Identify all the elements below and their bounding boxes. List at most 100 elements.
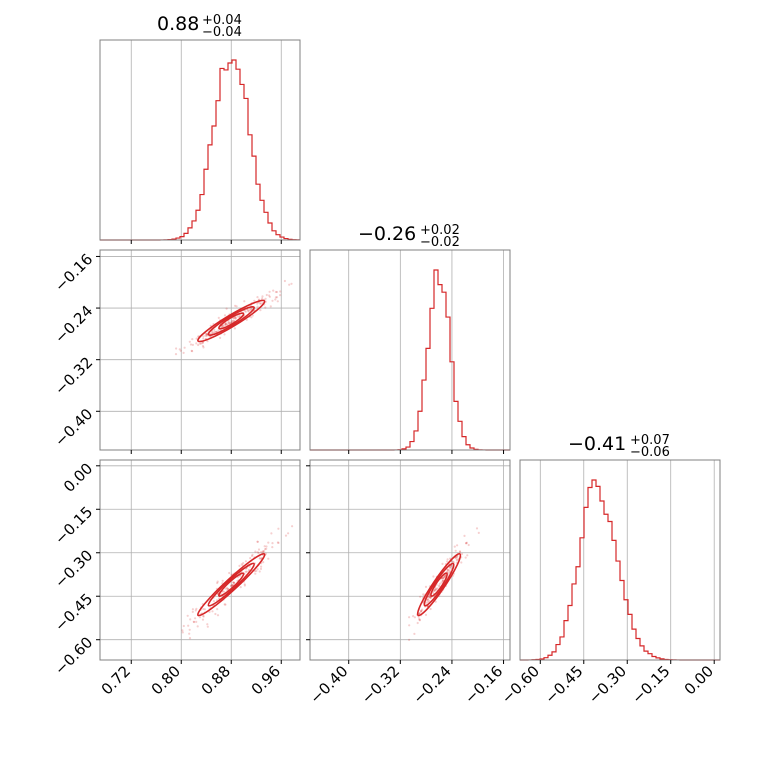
scatter-point [214,612,217,616]
y-tick-label-param-2-3: −0.24 [51,302,96,347]
scatter-point [191,608,194,611]
x-tick-label-param-2-3: −0.24 [410,662,455,707]
scatter-point [258,557,261,560]
scatter-point [218,597,221,600]
scatter-point [288,283,291,286]
scatter-point [224,323,228,326]
scatter-point [182,624,185,628]
scatter-point [191,343,194,346]
scatter-point [283,279,286,283]
scatter-point [265,293,268,297]
scatter-point [438,582,441,585]
scatter-point [223,603,226,606]
x-tick-label-param-3-4: −0.15 [628,662,673,707]
scatter-point [267,557,270,560]
scatter-point [232,581,235,584]
y-tick-label-param-3-2: −0.45 [51,590,96,635]
title-param-3-minus: −0.06 [630,445,670,460]
scatter-point [441,579,444,582]
scatter-point [455,559,458,562]
title-param-1-minus: −0.04 [202,25,242,40]
scatter-point [217,316,220,319]
scatter-point [444,575,447,578]
scatter-point [203,608,206,611]
scatter-point [255,569,258,573]
scatter-point [234,316,237,319]
scatter-point [186,614,189,617]
scatter-point [223,590,226,594]
scatter-point [202,337,205,340]
scatter-point [230,319,233,322]
scatter-point [275,296,279,299]
scatter-point [245,570,248,573]
scatter-point [418,617,421,621]
title-param-3-plus: +0.07 [630,433,670,448]
scatter-point [256,540,259,543]
scatter-point [261,550,265,553]
scatter-point [412,615,415,618]
scatter-point [429,607,432,611]
scatter-point [449,567,452,570]
scatter-point [449,565,452,569]
scatter-point [189,343,193,346]
scatter-point [418,618,421,622]
scatter-point [284,534,288,537]
scatter-panel-2-1 [96,249,301,454]
y-tick-label-param-3-4: −0.15 [51,503,96,548]
scatter-point [224,322,227,325]
scatter-point [261,297,264,300]
title-param-1-plus: +0.04 [202,13,242,28]
scatter-point [219,336,222,339]
title-param-3-median: −0.41 [568,433,626,455]
scatter-point [225,307,228,310]
scatter-point [424,585,428,589]
scatter-point [421,608,424,611]
scatter-point [287,532,290,535]
scatter-point [206,340,209,343]
scatter-point [456,555,459,558]
scatter-point [463,534,466,538]
scatter-point [251,314,254,317]
scatter-point [221,325,224,328]
scatter-point [264,548,267,551]
scatter-point [441,562,444,566]
y-tick-label-param-3-5: 0.00 [60,459,96,495]
scatter-2-1-contour-2 [207,305,255,336]
scatter-point [276,300,279,303]
scatter-point [263,545,266,548]
scatter-point [428,595,431,598]
title-param-1-median: 0.88 [157,13,199,35]
scatter-point [434,588,437,591]
scatter-point [465,542,468,545]
scatter-point [247,568,250,571]
scatter-point [451,560,454,563]
scatter-point [213,328,216,331]
scatter-point [272,289,275,292]
y-tick-label-param-3-3: −0.30 [51,546,96,591]
scatter-point [460,552,464,556]
scatter-point [208,335,211,338]
hist-panel-2 [309,249,511,454]
y-tick-label-param-2-1: −0.40 [51,405,96,450]
scatter-point [188,637,192,640]
scatter-point [245,318,248,321]
scatter-point [222,323,225,326]
scatter-point [442,576,445,580]
scatter-point [223,314,227,317]
scatter-point [264,297,267,300]
scatter-point [229,584,233,588]
scatter-point [277,541,280,545]
scatter-point [261,295,264,298]
scatter-point [224,587,227,590]
scatter-point [270,532,273,535]
scatter-point [244,570,247,573]
scatter-point [216,614,220,617]
x-tick-label-param-2-2: −0.32 [358,662,403,707]
scatter-point [446,568,449,571]
scatter-point [274,296,277,299]
scatter-point [257,548,261,551]
scatter-point [191,610,194,614]
scatter-point [429,596,432,600]
scatter-3-2-contour-2 [423,562,455,607]
